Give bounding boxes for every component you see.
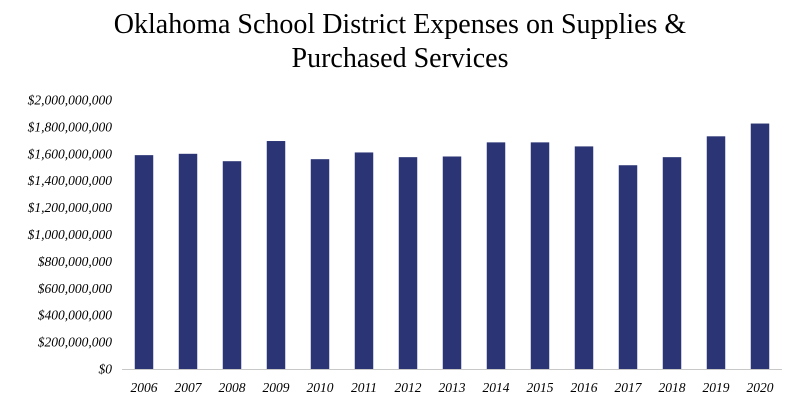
x-tick-label: 2017 xyxy=(615,380,643,395)
bars xyxy=(134,123,770,369)
bar-2015 xyxy=(530,142,550,369)
x-tick-label: 2007 xyxy=(175,380,203,395)
bar-2010 xyxy=(310,159,330,369)
x-axis: 2006 2007 2008 2009 2010 2011 2012 2013 2014 2015… xyxy=(122,369,782,395)
x-tick-label: 2006 xyxy=(131,380,158,395)
y-tick-label: $1,400,000,000 xyxy=(28,173,113,188)
bar-2012 xyxy=(398,157,418,369)
bar-2017 xyxy=(618,165,638,369)
y-axis: $0 $200,000,000 $400,000,000 $600,000,000 $8… xyxy=(28,93,113,377)
x-tick-label: 2015 xyxy=(527,380,554,395)
bar-2011 xyxy=(354,152,374,369)
x-tick-label: 2012 xyxy=(395,380,422,395)
bar-2009 xyxy=(266,141,286,369)
x-tick-label: 2008 xyxy=(219,380,246,395)
x-tick-label: 2013 xyxy=(439,380,466,395)
bar-2008 xyxy=(222,161,242,369)
bar-2020 xyxy=(750,123,770,369)
y-tick-label: $1,600,000,000 xyxy=(28,146,113,161)
bar-2006 xyxy=(134,155,154,369)
bar-2016 xyxy=(574,146,594,369)
bar-2019 xyxy=(706,136,726,369)
bar-2018 xyxy=(662,157,682,369)
bar-2013 xyxy=(442,156,462,369)
x-tick-label: 2016 xyxy=(571,380,598,395)
y-tick-label: $1,000,000,000 xyxy=(28,227,113,242)
y-tick-label: $2,000,000,000 xyxy=(28,93,113,108)
bar-2007 xyxy=(178,153,198,369)
x-tick-label: 2009 xyxy=(263,380,290,395)
y-tick-label: $200,000,000 xyxy=(38,335,113,350)
x-tick-label: 2020 xyxy=(747,380,774,395)
y-tick-label: $600,000,000 xyxy=(38,281,113,296)
x-tick-label: 2018 xyxy=(659,380,686,395)
x-tick-label: 2010 xyxy=(307,380,334,395)
bar-2014 xyxy=(486,142,506,369)
y-tick-label: $1,800,000,000 xyxy=(28,119,113,134)
chart-title: Oklahoma School District Expenses on Sup… xyxy=(0,8,800,76)
x-tick-label: 2019 xyxy=(703,380,730,395)
y-tick-label: $400,000,000 xyxy=(38,308,113,323)
chart-title-line-2: Purchased Services xyxy=(291,43,509,74)
chart-title-line-1: Oklahoma School District Expenses on Sup… xyxy=(113,9,687,40)
y-tick-label: $1,200,000,000 xyxy=(28,200,113,215)
x-tick-label: 2014 xyxy=(483,380,510,395)
y-tick-label: $0 xyxy=(99,362,113,377)
x-tick-label: 2011 xyxy=(351,380,377,395)
y-tick-label: $800,000,000 xyxy=(38,254,113,269)
